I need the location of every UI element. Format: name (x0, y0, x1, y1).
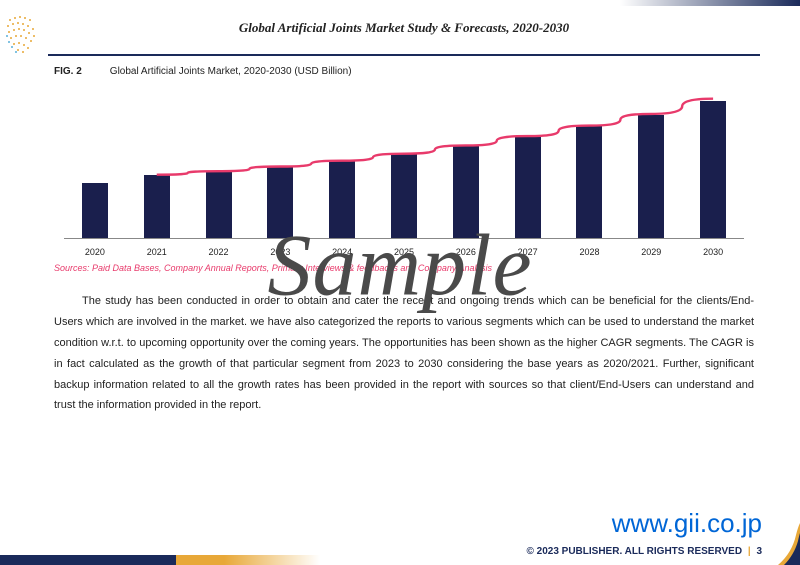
chart-x-label: 2022 (201, 247, 237, 257)
chart-trend-line (64, 87, 744, 239)
copyright-text: © 2023 PUBLISHER. ALL RIGHTS RESERVED (526, 546, 742, 557)
chart-x-label: 2026 (448, 247, 484, 257)
figure-label: FIG. 2 (54, 66, 82, 77)
figure-caption: FIG. 2 Global Artificial Joints Market, 2… (54, 66, 760, 77)
chart-x-label: 2030 (695, 247, 731, 257)
title-rule (48, 54, 760, 56)
chart-sources: Sources: Paid Data Bases, Company Annual… (54, 263, 760, 273)
bar-chart: 2020 2021 2022 2023 2024 2025 2026 2027 2028 2029… (64, 87, 744, 257)
accent-dots-icon (6, 14, 42, 58)
copyright-divider: | (748, 546, 751, 557)
figure-caption-text: Global Artificial Joints Market, 2020-20… (110, 66, 352, 77)
trend-line-path (157, 99, 713, 175)
page-footer: www.gii.co.jp © 2023 PUBLISHER. ALL RIGH… (0, 509, 800, 565)
footer-copyright: © 2023 PUBLISHER. ALL RIGHTS RESERVED | … (526, 546, 762, 557)
accent-bottom-right-icon (778, 523, 800, 565)
chart-x-label: 2027 (510, 247, 546, 257)
body-paragraph: The study has been conducted in order to… (54, 291, 754, 416)
chart-x-label: 2029 (633, 247, 669, 257)
accent-top-stripe (620, 0, 800, 6)
chart-x-label: 2023 (262, 247, 298, 257)
chart-x-label: 2028 (571, 247, 607, 257)
chart-x-label: 2024 (324, 247, 360, 257)
page-number: 3 (756, 546, 762, 557)
chart-x-label: 2025 (386, 247, 422, 257)
chart-x-label: 2020 (77, 247, 113, 257)
page-title: Global Artificial Joints Market Study & … (48, 20, 760, 36)
chart-x-label: 2021 (139, 247, 175, 257)
accent-bottom-stripe (0, 555, 320, 565)
footer-url: www.gii.co.jp (612, 508, 762, 539)
document-page: Global Artificial Joints Market Study & … (0, 0, 800, 565)
